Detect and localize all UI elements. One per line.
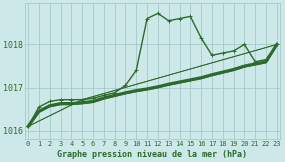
X-axis label: Graphe pression niveau de la mer (hPa): Graphe pression niveau de la mer (hPa) [58, 150, 247, 159]
